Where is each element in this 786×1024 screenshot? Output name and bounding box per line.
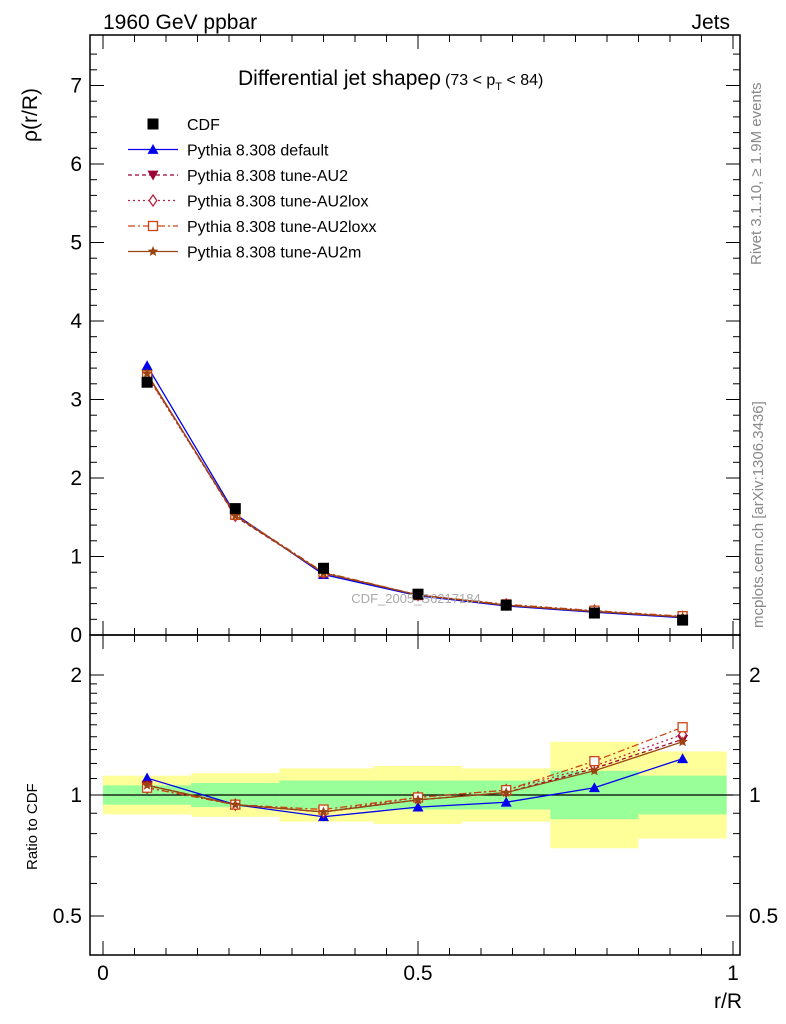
rivet-version-label: Rivet 3.1.10, ≥ 1.9M events [748, 83, 765, 266]
ratio-y-axis-label: Ratio to CDF [24, 783, 41, 870]
ratio-3-point [677, 722, 688, 733]
main-plot-panel: 0 1 2 3 4 5 6 7 CDF_2005_S6217184 Differential … [19, 34, 741, 647]
cdf-data-point [588, 607, 600, 619]
cdf-data-point [500, 599, 512, 611]
ratio-tick-label-right: 0.5 [749, 905, 778, 928]
legend: CDF Pythia 8.308 default Pythia 8.308 tune… [128, 117, 376, 262]
cdf-data-point [318, 562, 329, 574]
ratio-4-point [412, 794, 424, 805]
ratio-4-point [589, 765, 600, 776]
x-tick-label: 0.5 [403, 962, 432, 985]
y-axis-label: ρ(r/R) [19, 88, 42, 142]
ratio-4-point [141, 779, 153, 790]
x-axis-label: r/R [714, 990, 742, 1013]
legend-label: Pythia 8.308 tune-AU2lox [187, 194, 368, 211]
ratio-4-point [500, 787, 512, 798]
series-line-0 [146, 365, 683, 619]
ratio-tick-label-right: 1 [749, 784, 761, 807]
legend-marker [147, 118, 159, 130]
y-tick-label: 2 [70, 467, 82, 490]
series-4-point [141, 368, 153, 379]
ratio-tick-label-right: 2 [749, 664, 761, 687]
legend-marker [147, 246, 159, 256]
y-tick-label: 4 [70, 310, 82, 333]
header-process-label: Jets [691, 11, 730, 34]
legend-entry: CDF [147, 117, 220, 134]
legend-entry: Pythia 8.308 tune-AU2lox [128, 194, 368, 211]
mcplots-label: mcplots.cern.ch [arXiv:1306.3436] [750, 401, 767, 628]
ratio-3-point [589, 755, 600, 767]
y-tick-label: 3 [70, 389, 82, 412]
ratio-0-point [588, 782, 600, 793]
ratio-4-point [677, 736, 688, 747]
analysis-watermark: CDF_2005_S6217184 [351, 591, 480, 606]
legend-label: Pythia 8.308 tune-AU2loxx [187, 219, 376, 236]
chart-title: Differential jet shapeρ (73 < pT < 84) [238, 67, 543, 93]
y-tick-label: 1 [70, 546, 82, 569]
header-energy-label: 1960 GeV ppbar [103, 11, 257, 34]
y-tick-label: 5 [70, 232, 82, 255]
series-line-3 [146, 374, 683, 617]
series-4-point [230, 510, 241, 521]
legend-label: CDF [187, 117, 220, 134]
ratio-0-point [677, 753, 689, 764]
series-line-1 [146, 374, 683, 618]
ratio-tick-label: 1 [70, 784, 82, 807]
y-tick-label: 7 [70, 75, 82, 98]
legend-entry: Pythia 8.308 tune-AU2 [128, 168, 348, 185]
x-tick-label: 1 [727, 962, 739, 985]
x-tick-label: 0 [97, 962, 109, 985]
ratio-0-point [141, 772, 153, 783]
cdf-data-point [677, 614, 689, 626]
legend-entry: Pythia 8.308 default [128, 143, 329, 160]
ratio-0-point [500, 796, 512, 807]
series-line-4 [146, 373, 683, 618]
legend-entry: Pythia 8.308 tune-AU2loxx [128, 219, 376, 236]
cdf-data-point [141, 376, 153, 388]
y-tick-label: 6 [70, 153, 82, 176]
legend-marker [147, 170, 159, 181]
legend-entry: Pythia 8.308 tune-AU2m [128, 245, 361, 262]
ratio-plot-panel: 0.5 0.5 1 1 2 2 Ratio to CDF 0 0.5 1 r/R [24, 35, 778, 1013]
ratio-tick-label: 2 [70, 664, 82, 687]
cdf-data-point [412, 588, 424, 600]
legend-label: Pythia 8.308 default [187, 143, 329, 160]
cdf-data-point [229, 503, 241, 515]
ratio-4-point [230, 799, 241, 810]
ratio-0-point [412, 801, 424, 812]
legend-marker [148, 193, 158, 208]
y-tick-label: 0 [70, 624, 82, 647]
ratio-tick-label: 0.5 [53, 905, 82, 928]
legend-label: Pythia 8.308 tune-AU2 [187, 168, 348, 185]
series-0-point [141, 360, 153, 371]
legend-label: Pythia 8.308 tune-AU2m [187, 245, 361, 262]
ratio-4-point [318, 806, 329, 817]
legend-marker [147, 220, 159, 232]
series-line-2 [146, 375, 683, 618]
legend-marker [147, 144, 159, 154]
